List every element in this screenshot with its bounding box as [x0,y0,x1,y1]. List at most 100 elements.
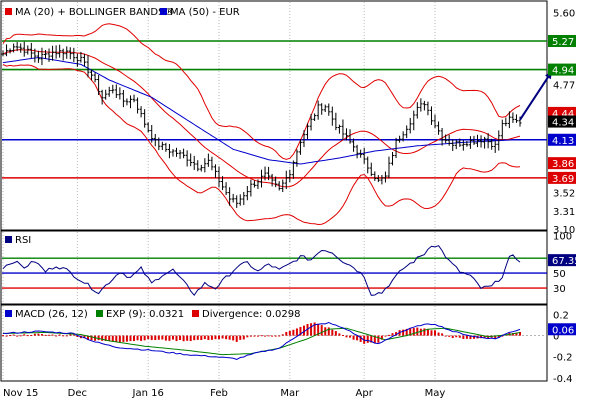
price-bar [22,41,26,57]
divergence-bar [423,328,426,336]
price-bar [199,164,203,172]
divergence-bar [164,335,167,341]
divergence-bar [285,331,288,336]
divergence-bar [370,335,373,343]
price-bar [387,156,391,179]
price-bar [398,135,402,143]
divergence-bar [44,334,47,336]
price-bar [121,89,125,108]
price-bar [114,84,118,99]
price-bar [36,50,40,63]
divergence-bar [426,329,429,336]
price-y-tick-label: 5.60 [553,8,575,19]
price-bar [29,42,33,59]
macd-line [2,321,521,360]
divergence-bar [448,335,451,337]
divergence-bar [288,330,291,336]
price-bar [309,114,313,131]
price-bar [472,135,476,145]
price-bar [128,95,132,109]
price-bar [451,139,455,151]
level-tag-box [548,133,576,146]
divergence-bar [133,335,136,342]
x-tick-label: Jan 16 [132,388,164,399]
divergence-bar [246,335,249,338]
divergence-bar [157,335,160,340]
price-bar [136,97,140,114]
price-bar [380,174,384,185]
divergence-bar [472,335,475,339]
divergence-bar [55,335,58,337]
price-bar [355,144,359,159]
divergence-bar [33,333,36,336]
level-tag-box [548,34,576,47]
divergence-bar [402,329,405,336]
price-bar [221,176,225,191]
legend-swatch-macd [5,310,12,317]
price-bar [323,104,327,113]
divergence-bar [51,334,54,336]
divergence-bar [302,325,305,336]
divergence-bar [189,335,192,342]
price-bar [465,140,469,147]
divergence-bar [101,335,104,341]
price-bar [348,129,352,144]
price-bar [175,147,179,157]
price-bar [291,160,295,179]
divergence-bar [380,335,383,340]
divergence-bar [30,334,33,336]
x-tick-label: Nov 15 [3,388,38,399]
price-bar [164,142,168,152]
divergence-bar [352,335,355,340]
price-bar [153,133,157,147]
divergence-bar [19,335,22,337]
legend-divergence-label: Divergence: 0.0298 [202,309,301,320]
price-bar [391,151,395,166]
price-bar [337,124,341,134]
divergence-bar [207,335,210,341]
price-tag-box [548,157,576,170]
divergence-bar [317,323,320,336]
price-bar [376,175,380,183]
divergence-bar [391,333,394,336]
divergence-bar [256,335,259,337]
divergence-bar [210,335,213,340]
divergence-bar [218,335,221,340]
x-tick-label: May [425,388,446,399]
price-bar [511,112,515,123]
price-bar [51,45,55,61]
divergence-bar [515,332,518,336]
divergence-bar [395,332,398,336]
divergence-bar [278,335,281,337]
price-bar [454,139,458,150]
price-bar [19,43,23,53]
divergence-bar [501,335,504,337]
divergence-bar [437,332,440,336]
price-bar [139,106,143,118]
price-bar [316,100,320,120]
divergence-bar [310,323,313,336]
price-bar [160,141,164,151]
divergence-bar [409,327,412,336]
price-bar [426,101,430,116]
price-bar [75,53,79,67]
divergence-bar [179,335,182,341]
price-bar [490,138,494,150]
price-bar [330,106,334,126]
price-bar [12,43,16,53]
rsi-tag-box [548,254,576,267]
divergence-bar [387,334,390,336]
divergence-bar [458,335,461,338]
price-bar [238,194,242,206]
divergence-bar [72,334,75,336]
price-bar [507,111,511,129]
price-bar [182,148,186,159]
price-bar [483,136,487,149]
price-bar [334,112,338,131]
price-bar [189,153,193,167]
price-bar [437,121,441,135]
legend-ma20-label: MA (20) + BOLLINGER BANDS® [15,7,174,18]
divergence-bar [295,328,298,336]
price-bar [15,42,19,52]
x-tick-label: Dec [68,388,87,399]
